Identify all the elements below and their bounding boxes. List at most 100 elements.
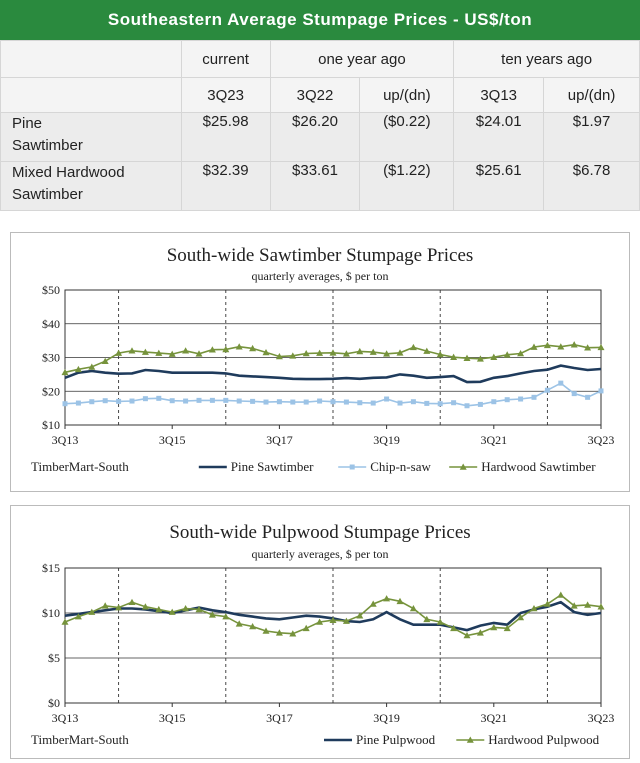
- y-tick-label: $30: [42, 351, 60, 365]
- data-point: [235, 343, 243, 350]
- data-point: [316, 618, 324, 625]
- y-tick-label: $50: [42, 283, 60, 297]
- x-tick-label: 3Q19: [373, 711, 400, 725]
- stumpage-price-table: current one year ago ten years ago 3Q23 …: [0, 40, 640, 211]
- data-point: [517, 349, 525, 357]
- data-point: [356, 347, 364, 355]
- x-tick-label: 3Q23: [588, 433, 615, 447]
- data-point: [436, 618, 444, 625]
- chart-subtitle: quarterly averages, $ per ton: [252, 547, 389, 561]
- data-point: [275, 629, 283, 636]
- data-point: [223, 397, 229, 403]
- data-point: [115, 604, 123, 611]
- data-point: [128, 598, 136, 605]
- data-point: [249, 623, 257, 630]
- legend-marker: [349, 464, 355, 470]
- data-point: [195, 605, 203, 613]
- legend-label: Pine Sawtimber: [231, 459, 314, 474]
- data-point: [342, 617, 350, 624]
- data-point: [101, 357, 109, 365]
- table-cell: $6.78: [543, 161, 640, 211]
- data-point: [249, 344, 257, 352]
- data-point: [491, 399, 497, 405]
- data-point: [409, 343, 417, 351]
- data-point: [75, 400, 81, 406]
- data-point: [74, 365, 82, 373]
- data-point: [275, 352, 283, 360]
- x-tick-label: 3Q17: [266, 433, 293, 447]
- data-point: [342, 350, 350, 357]
- data-point: [196, 397, 202, 403]
- data-point: [571, 391, 577, 397]
- data-point: [557, 343, 565, 350]
- data-point: [116, 398, 122, 404]
- data-point: [437, 401, 443, 407]
- data-point: [102, 398, 108, 404]
- data-point: [302, 349, 310, 357]
- data-point: [236, 398, 242, 404]
- x-tick-label: 3Q19: [373, 433, 400, 447]
- chart-title: South-wide Pulpwood Stumpage Prices: [169, 522, 470, 543]
- data-point: [397, 400, 403, 406]
- data-point: [222, 613, 230, 620]
- data-point: [142, 396, 148, 402]
- x-tick-label: 3Q23: [588, 711, 615, 725]
- data-point: [597, 343, 605, 351]
- data-point: [530, 605, 538, 612]
- group-header-one-year-ago: one year ago: [269, 40, 455, 78]
- data-point: [183, 398, 189, 404]
- data-point: [356, 612, 364, 619]
- data-point: [503, 351, 511, 358]
- y-tick-label: $10: [42, 418, 60, 432]
- data-point: [585, 394, 591, 400]
- data-point: [276, 399, 282, 405]
- column-header: up/(dn): [359, 77, 455, 113]
- row-label: Pine Sawtimber: [0, 112, 182, 162]
- table-cell: ($0.22): [359, 112, 455, 162]
- data-point: [370, 400, 376, 406]
- data-point: [464, 403, 470, 409]
- data-point: [262, 348, 270, 356]
- table-cell: $26.20: [269, 112, 361, 162]
- x-tick-label: 3Q17: [266, 711, 293, 725]
- sawtimber-chart: South-wide Sawtimber Stumpage Prices quar…: [31, 245, 615, 474]
- data-point: [544, 387, 550, 393]
- table-cell: $33.61: [269, 161, 361, 211]
- data-point: [88, 608, 96, 615]
- data-point: [317, 398, 323, 404]
- data-point: [410, 399, 416, 405]
- data-point: [584, 344, 592, 351]
- data-point: [543, 341, 551, 349]
- pulpwood-chart-frame: South-wide Pulpwood Stumpage Prices quart…: [10, 505, 630, 759]
- data-point: [302, 624, 310, 632]
- table-corner: [0, 77, 182, 113]
- data-point: [490, 623, 498, 631]
- legend-label: Hardwood Sawtimber: [481, 459, 596, 474]
- data-point: [597, 603, 605, 610]
- data-point: [409, 605, 417, 612]
- data-point: [290, 399, 296, 405]
- data-point: [584, 601, 592, 608]
- table-row: Pine Sawtimber $25.98 $26.20 ($0.22) $24.…: [0, 112, 640, 162]
- column-header: 3Q22: [269, 77, 361, 113]
- data-point: [477, 401, 483, 407]
- legend-label: Hardwood Pulpwood: [488, 732, 599, 747]
- data-point: [289, 630, 297, 637]
- data-point: [396, 597, 404, 605]
- data-point: [570, 341, 578, 348]
- source-label: TimberMart-South: [31, 732, 129, 747]
- column-header: up/(dn): [543, 77, 640, 113]
- data-point: [88, 363, 96, 370]
- data-point: [141, 348, 149, 355]
- data-point: [329, 616, 337, 623]
- data-point: [543, 600, 551, 607]
- data-point: [450, 624, 458, 632]
- data-point: [423, 347, 431, 354]
- data-point: [598, 388, 604, 394]
- x-tick-label: 3Q15: [159, 711, 186, 725]
- data-point: [490, 353, 498, 360]
- data-point: [504, 397, 510, 403]
- data-point: [518, 396, 524, 402]
- data-point: [558, 380, 564, 386]
- data-point: [155, 349, 163, 356]
